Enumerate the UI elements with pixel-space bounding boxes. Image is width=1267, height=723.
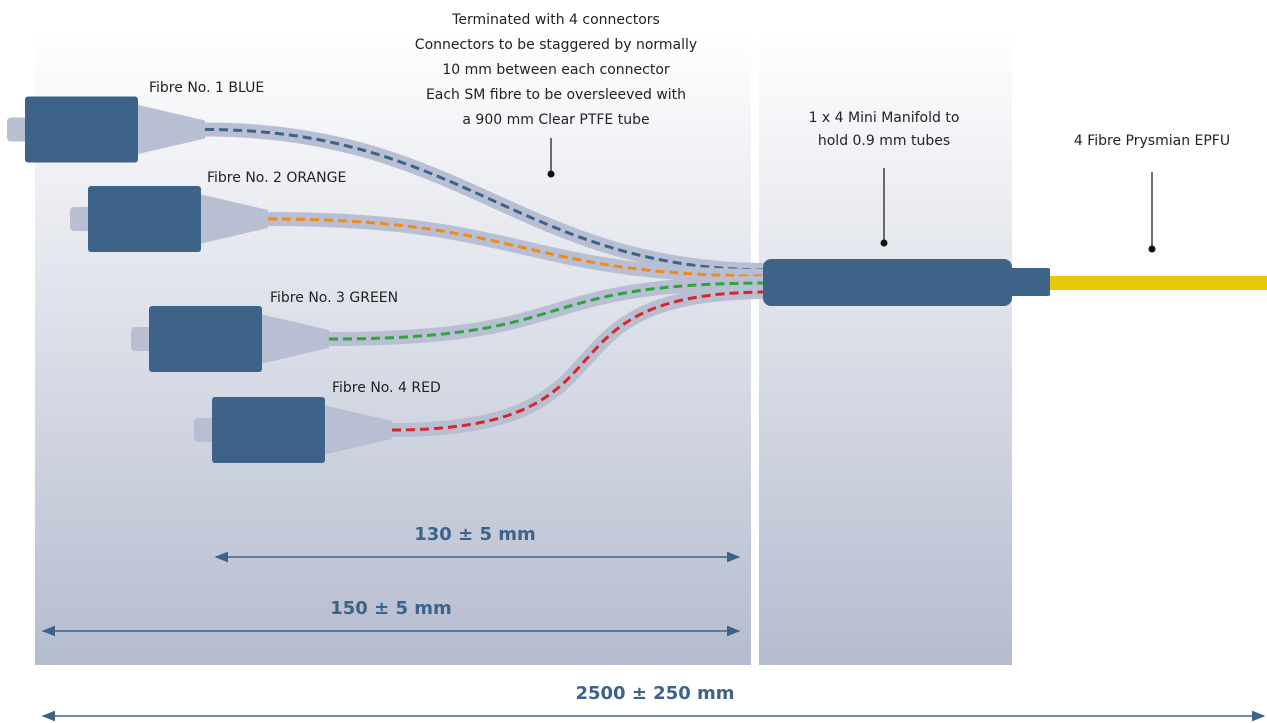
fibre-core [204,128,771,272]
connector-nub [194,418,216,442]
fibre-label: Fibre No. 2 ORANGE [207,170,346,186]
dimension-label: 150 ± 5 mm [330,598,452,619]
fibre-label: Fibre No. 4 RED [332,380,441,396]
termination-note: Terminated with 4 connectors Connectors t… [415,12,697,128]
connector-nub [70,207,92,231]
connector-boot [136,104,205,155]
termination-line: a 900 mm Clear PTFE tube [462,112,649,128]
pointer-dot [880,239,888,247]
pointer-dot [547,170,555,178]
connector-body [88,186,201,252]
manifold [763,259,1012,306]
connector-body [212,397,325,463]
termination-line: Each SM fibre to be oversleeved with [426,87,686,103]
fibre-core [267,217,771,278]
dimension-label: 2500 ± 250 mm [575,683,734,704]
dimension-label: 130 ± 5 mm [414,524,536,545]
fibre-label: Fibre No. 3 GREEN [270,290,398,306]
fibres: Fibre No. 1 BLUE Fibre No. 2 ORANGE Fibre … [7,80,777,463]
fibre-core [328,281,771,341]
pointer-dot [1148,245,1156,253]
fibre-core [391,290,771,432]
connector-nub [131,327,153,351]
connector-body [25,96,138,163]
manifold-stub [1010,268,1050,296]
termination-line: Connectors to be staggered by normally [415,37,697,53]
cable-note: 4 Fibre Prysmian EPFU [1074,133,1230,149]
manifold-note: hold 0.9 mm tubes [818,133,950,149]
connector-body [149,306,262,372]
termination-line: Terminated with 4 connectors [451,12,660,28]
termination-line: 10 mm between each connector [442,62,670,78]
fibre-label: Fibre No. 1 BLUE [149,80,264,96]
manifold-panel [759,30,1012,665]
connector-boot [199,194,268,244]
connector-boot [323,405,392,455]
connector-nub [7,117,29,142]
connector-boot [260,314,329,364]
manifold-note: 1 x 4 Mini Manifold to [809,110,960,126]
cable [1048,276,1267,290]
